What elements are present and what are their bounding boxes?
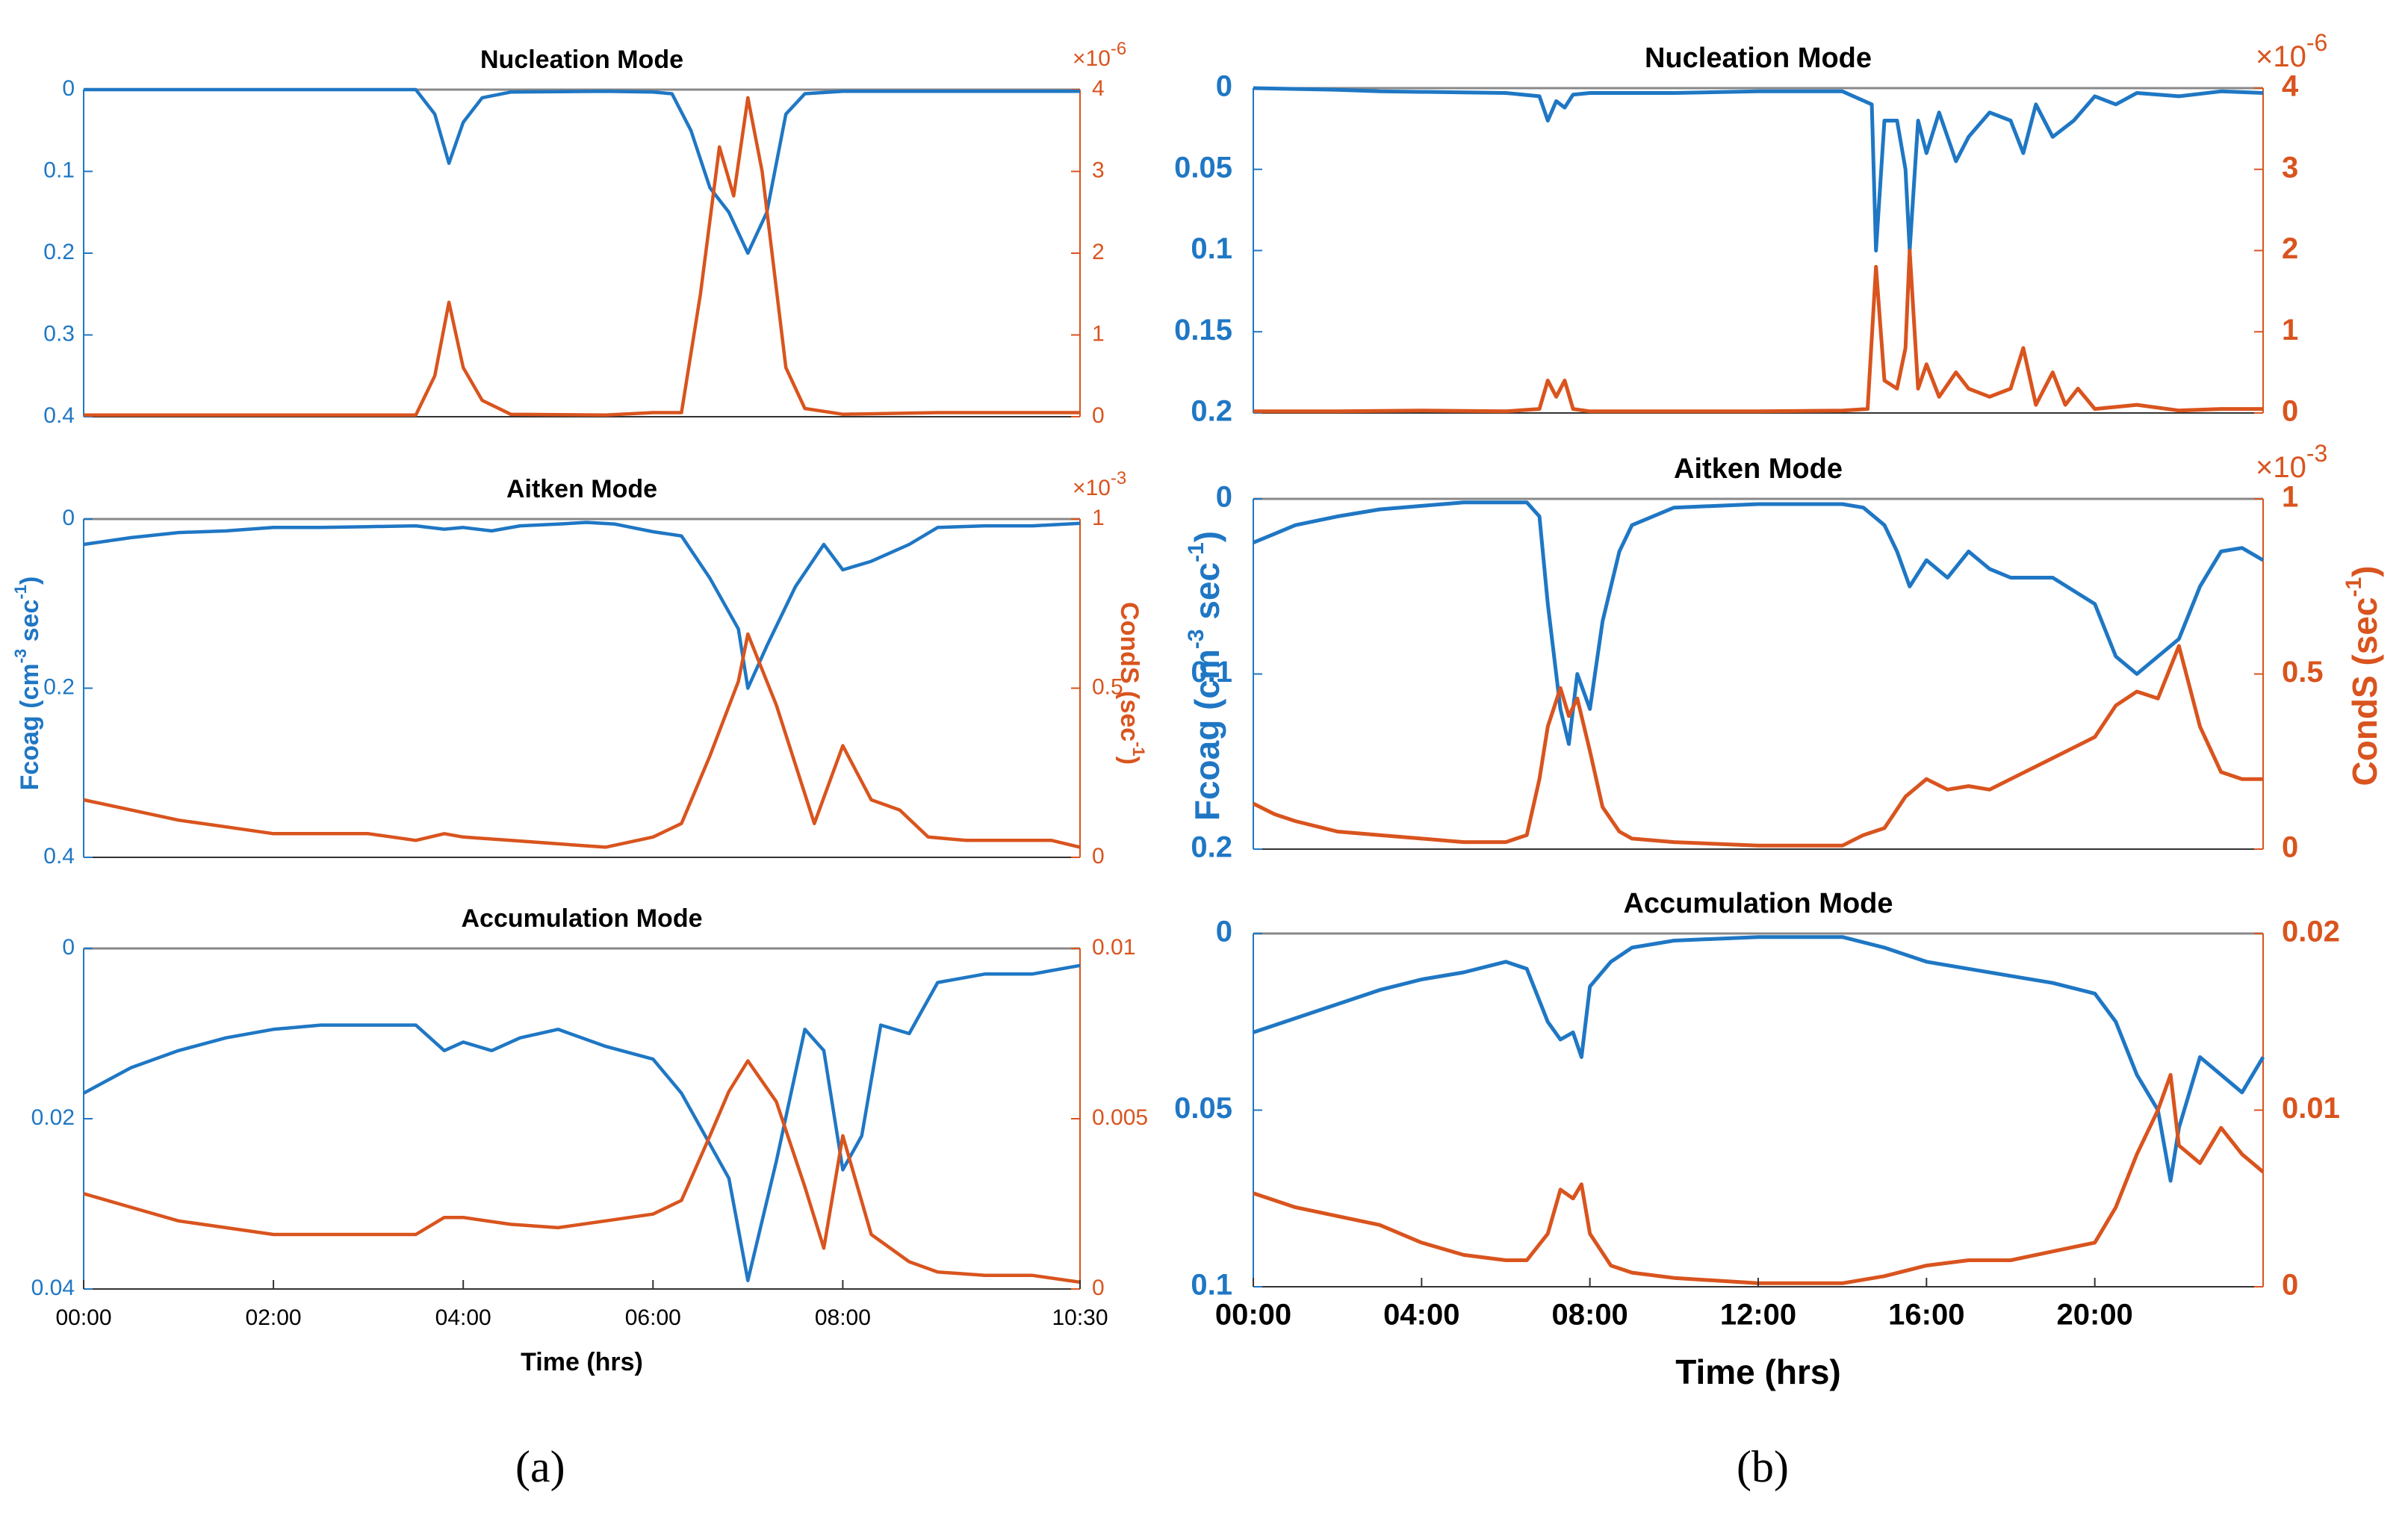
right-tick-label: 0 [1092, 403, 1105, 428]
y-axis-label-right-b: CondS (sec-1) [2342, 565, 2384, 786]
chart-title: Accumulation Mode [461, 904, 702, 933]
left-tick-label: 0.1 [1191, 1269, 1232, 1302]
right-tick-label: 0 [2282, 395, 2298, 428]
x-tick-label: 04:00 [1383, 1299, 1459, 1332]
x-tick-label: 00:00 [55, 1305, 111, 1330]
series-line-fcoag [1253, 935, 2265, 1183]
chart-title: Aitken Mode [506, 475, 657, 503]
right-tick-label: 0.5 [2282, 656, 2324, 689]
chart-a-2: Aitken Mode 0 0.2 0.4 0 0.5 1 ×10-3 [43, 468, 1126, 869]
right-tick-label: 0.02 [2282, 916, 2340, 948]
left-tick-label: 0.04 [31, 1276, 75, 1300]
right-tick-label: 0.5 [1092, 674, 1123, 699]
right-tick-label: 1 [2282, 481, 2298, 514]
right-tick-label: 4 [2282, 70, 2299, 103]
axis-multiplier: ×10-3 [2256, 440, 2327, 483]
chart-a-1: Nucleation Mode 0 0.1 0.2 0.3 0.4 0 1 2 3 4 ×10-6 [43, 39, 1126, 428]
y-axis-label-left-b: Fcoag (cm-3 sec-1) [1184, 531, 1226, 821]
x-tick-label: 20:00 [2057, 1299, 2133, 1332]
left-tick-label: 0.2 [1191, 395, 1232, 428]
series-line-fcoag [82, 963, 1081, 1282]
chart-title: Nucleation Mode [1645, 43, 1872, 74]
series-line-conds [1252, 644, 2263, 848]
x-tick-label: 16:00 [1888, 1299, 1964, 1332]
series-line-fcoag [83, 521, 1081, 690]
chart-title: Aitken Mode [1674, 453, 1843, 485]
left-tick-label: 0.2 [43, 240, 75, 264]
right-tick-label: 0.01 [2282, 1092, 2340, 1125]
left-tick-label: 0 [62, 76, 75, 101]
right-tick-label: 0 [2282, 831, 2298, 864]
series-line-fcoag [1253, 86, 2264, 252]
series-line-fcoag [1253, 500, 2265, 746]
right-tick-label: 3 [1092, 158, 1105, 182]
right-tick-label: 4 [1092, 76, 1105, 101]
chart-b-2: Aitken Mode 0 0.1 0.2 0 0.5 1×10-3 [1191, 440, 2327, 863]
x-tick-label: 00:00 [1215, 1299, 1291, 1332]
left-tick-label: 0 [62, 935, 75, 960]
chart-b-3: Accumulation Mode 0 0.05 0.1 0 0.01 0.02 00:00 0… [1174, 888, 2340, 1391]
left-tick-label: 0.05 [1174, 1092, 1232, 1125]
right-tick-label: 0 [2282, 1269, 2298, 1302]
panel-label-a: (a) [515, 1442, 565, 1491]
y-axis-label-left-a: Fcoag (cm-3 sec-1) [11, 577, 44, 791]
x-tick-label: 10:30 [1052, 1305, 1108, 1330]
left-tick-label: 0.05 [1174, 151, 1232, 184]
right-tick-label: 1 [1092, 321, 1105, 346]
right-tick-label: 0 [1092, 1276, 1105, 1300]
left-tick-label: 0.3 [43, 321, 75, 346]
left-tick-label: 0.4 [43, 844, 75, 869]
x-tick-label: 04:00 [435, 1305, 491, 1330]
left-tick-label: 0 [1216, 916, 1232, 948]
left-tick-label: 0.4 [43, 403, 75, 428]
axis-multiplier: ×10-3 [1073, 468, 1126, 500]
axis-multiplier: ×10-6 [1073, 39, 1126, 71]
right-tick-label: 0.005 [1092, 1105, 1148, 1130]
x-tick-label: 02:00 [246, 1305, 302, 1330]
x-axis-label: Time (hrs) [1675, 1352, 1841, 1391]
x-tick-label: 08:00 [815, 1305, 871, 1330]
right-tick-label: 1 [1092, 506, 1105, 530]
left-tick-label: 0.1 [1191, 232, 1232, 265]
right-tick-label: 0.01 [1092, 935, 1135, 960]
series-line-fcoag [84, 87, 1080, 255]
x-tick-label: 08:00 [1552, 1299, 1628, 1332]
x-axis-label: Time (hrs) [521, 1348, 643, 1376]
left-tick-label: 0.1 [43, 158, 75, 182]
chart-a-3: Accumulation Mode 0 0.02 0.04 0 0.005 0.01 00:0… [31, 904, 1148, 1376]
panel-label-b: (b) [1737, 1442, 1789, 1491]
left-tick-label: 0.2 [43, 674, 75, 699]
right-tick-label: 0 [1092, 844, 1105, 869]
series-line-conds [84, 96, 1080, 417]
series-line-conds [83, 632, 1081, 849]
left-tick-label: 0.2 [1191, 831, 1232, 864]
chart-title: Nucleation Mode [480, 46, 683, 74]
right-tick-label: 2 [2282, 232, 2298, 265]
series-line-conds [83, 1059, 1081, 1285]
left-tick-label: 0 [62, 506, 75, 530]
y-axis-label-right-a: CondS (sec-1) [1115, 602, 1148, 765]
series-line-conds [1253, 1072, 2265, 1285]
chart-title: Accumulation Mode [1623, 888, 1893, 919]
right-tick-label: 3 [2282, 151, 2298, 184]
left-tick-label: 0 [1216, 481, 1232, 514]
right-tick-label: 1 [2282, 314, 2298, 347]
left-tick-label: 0.15 [1174, 314, 1232, 347]
right-tick-label: 2 [1092, 240, 1105, 264]
chart-b-1: Nucleation Mode 0 0.05 0.1 0.15 0.2 0 1 2 3 4×10-6 [1174, 29, 2327, 427]
left-tick-label: 0.1 [1191, 656, 1232, 689]
left-tick-label: 0.02 [31, 1105, 75, 1130]
left-tick-label: 0 [1216, 70, 1232, 103]
x-tick-label: 06:00 [625, 1305, 681, 1330]
series-line-conds [1253, 249, 2263, 414]
axis-multiplier: ×10-6 [2256, 29, 2327, 72]
x-tick-label: 12:00 [1720, 1299, 1796, 1332]
